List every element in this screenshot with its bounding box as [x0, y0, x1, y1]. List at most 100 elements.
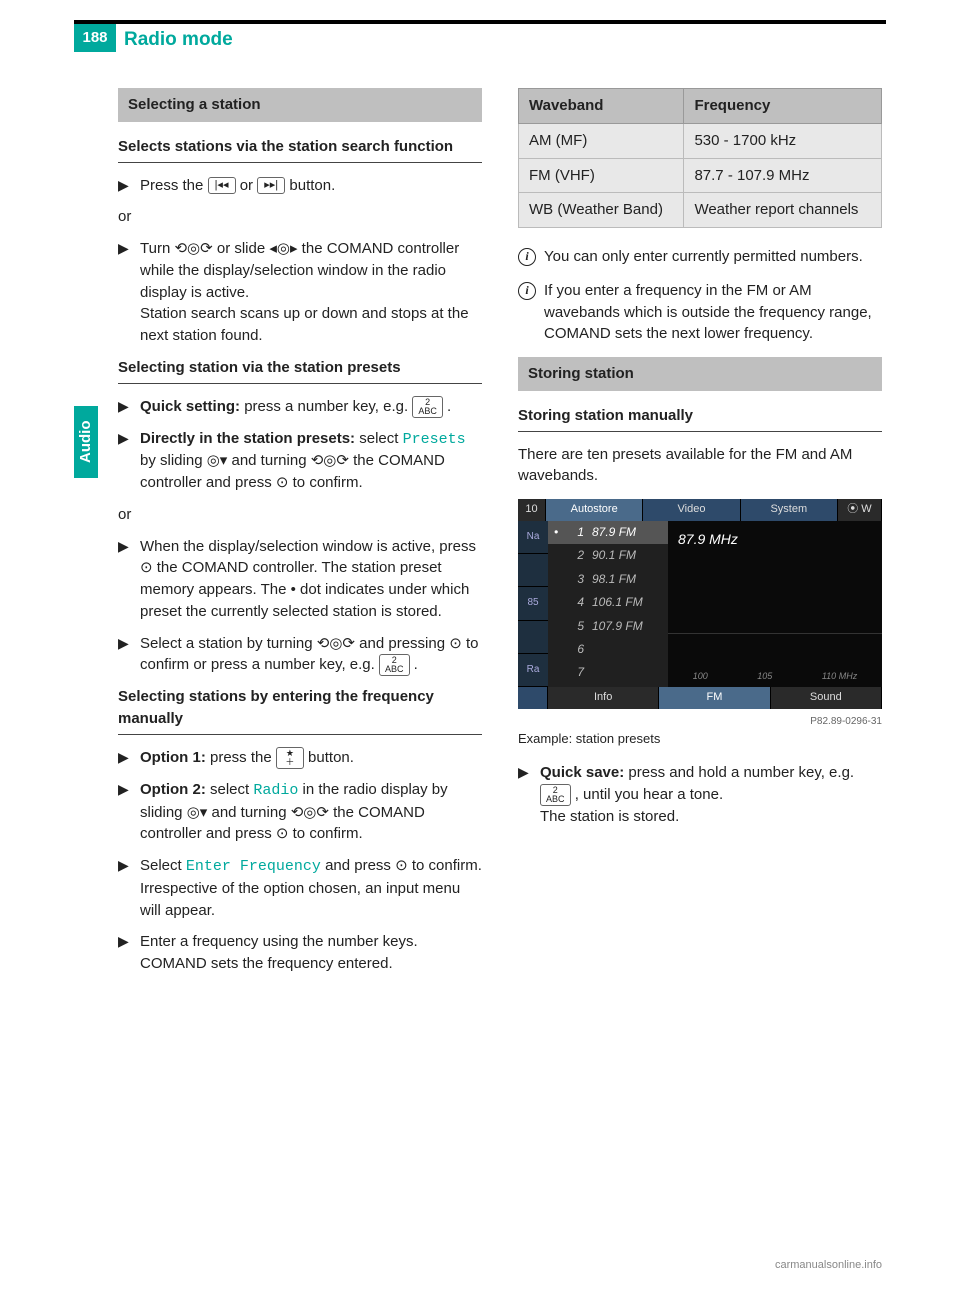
ss-preset-row: 290.1 FM — [548, 544, 668, 567]
text: select — [210, 781, 253, 798]
comand-screenshot: 10 Autostore Video System ⦿ W Na 85 Ra •… — [518, 499, 882, 709]
td: Weather report channels — [684, 193, 882, 228]
step-marker: ▶ — [118, 931, 132, 975]
ss-mark: 100 — [693, 670, 708, 683]
text: press a number key, e.g. — [244, 398, 412, 415]
info-icon: i — [518, 248, 536, 266]
star-button: ★ ＋ — [276, 747, 304, 769]
or-text: or — [118, 504, 482, 526]
step-marker: ▶ — [118, 428, 132, 494]
ss-preset-row: •187.9 FM — [548, 521, 668, 544]
next-track-button: ▸▸| — [257, 177, 285, 193]
text: Select — [140, 857, 186, 874]
text: button. — [308, 749, 354, 766]
subhead-storing-manual: Storing station manually — [518, 405, 882, 427]
info-note-2: i If you enter a frequency in the FM or … — [518, 280, 882, 345]
ss-top-right: ⦿ W — [838, 499, 882, 521]
prev-track-button: |◂◂ — [208, 177, 236, 193]
step-marker: ▶ — [118, 238, 132, 347]
rule — [518, 431, 882, 432]
intro-text: There are ten presets available for the … — [518, 444, 882, 488]
ss-tab-autostore: Autostore — [546, 499, 643, 521]
step-press-skip: ▶ Press the |◂◂ or ▸▸| button. — [118, 175, 482, 197]
ss-display: 87.9 MHz 100 105 110 MHz — [668, 521, 882, 687]
ss-preset-row: 5107.9 FM — [548, 615, 668, 638]
td: AM (MF) — [519, 123, 684, 158]
ss-left-rail: Na 85 Ra — [518, 521, 548, 687]
ss-mark: 105 — [757, 670, 772, 683]
td: WB (Weather Band) — [519, 193, 684, 228]
ss-tab-fm: FM — [659, 687, 770, 709]
label: Quick setting: — [140, 398, 240, 415]
step-window-active: ▶ When the display/selection window is a… — [118, 536, 482, 623]
label: Option 1: — [140, 749, 206, 766]
ss-preset-row: 4106.1 FM — [548, 591, 668, 614]
text: Select a station by turning ⟲◎⟳ and pres… — [140, 635, 478, 674]
label: Directly in the station presets: — [140, 430, 355, 447]
menu-presets: Presets — [403, 431, 466, 448]
text: When the display/selection window is act… — [140, 536, 482, 623]
text: Enter a frequency using the number keys.… — [140, 931, 482, 975]
ss-current-freq: 87.9 MHz — [678, 529, 738, 549]
td: FM (VHF) — [519, 158, 684, 193]
left-column: Selecting a station Selects stations via… — [118, 88, 482, 985]
section-selecting-station: Selecting a station — [118, 88, 482, 122]
step-marker: ▶ — [118, 747, 132, 769]
step-quick-setting: ▶ Quick setting: press a number key, e.g… — [118, 396, 482, 418]
step-direct-presets: ▶ Directly in the station presets: selec… — [118, 428, 482, 494]
th-frequency: Frequency — [684, 89, 882, 124]
ss-left-label: 85 — [518, 587, 548, 620]
ss-dial-marks: 100 105 110 MHz — [668, 670, 882, 683]
ss-left-label — [518, 554, 548, 587]
section-storing-station: Storing station — [518, 357, 882, 391]
ss-mark: 110 MHz — [822, 670, 857, 683]
step-enter-frequency: ▶ Select Enter Frequency and press ⊙ to … — [118, 855, 482, 921]
step-marker: ▶ — [118, 175, 132, 197]
ss-preset-row: 6 — [548, 638, 668, 661]
label: Quick save: — [540, 764, 624, 781]
text: press and hold a number key, e.g. — [628, 764, 854, 781]
page-title: Radio mode — [124, 26, 233, 54]
td: 530 - 1700 kHz — [684, 123, 882, 158]
subhead-station-search: Selects stations via the station search … — [118, 136, 482, 158]
subhead-freq-manual: Selecting stations by entering the frequ… — [118, 686, 482, 730]
step-option1: ▶ Option 1: press the ★ ＋ button. — [118, 747, 482, 769]
ss-top-num: 10 — [518, 499, 546, 521]
step-marker: ▶ — [118, 396, 132, 418]
screenshot-caption: Example: station presets — [518, 730, 882, 749]
step-marker: ▶ — [518, 762, 532, 828]
subhead-station-presets: Selecting station via the station preset… — [118, 357, 482, 379]
label: Option 2: — [140, 781, 206, 798]
rule — [118, 734, 482, 735]
step-enter-number: ▶ Enter a frequency using the number key… — [118, 931, 482, 975]
text: button. — [289, 177, 335, 194]
th-waveband: Waveband — [519, 89, 684, 124]
ss-left-label: Na — [518, 521, 548, 554]
info-note-1: i You can only enter currently permitted… — [518, 246, 882, 268]
ss-preset-row: 7 — [548, 661, 668, 684]
right-column: Waveband Frequency AM (MF) 530 - 1700 kH… — [518, 88, 882, 985]
text: select — [359, 430, 402, 447]
ss-preset-list: •187.9 FM290.1 FM398.1 FM4106.1 FM5107.9… — [548, 521, 668, 687]
text: Press the — [140, 177, 208, 194]
ss-tab-sound: Sound — [771, 687, 882, 709]
text: Turn ⟲◎⟳ or slide ◂◎▸ the COMAND control… — [140, 238, 482, 347]
header-rule — [74, 20, 886, 24]
ss-preset-row: 398.1 FM — [548, 568, 668, 591]
text: or — [240, 177, 258, 194]
ss-tab-system: System — [741, 499, 838, 521]
step-turn-controller: ▶ Turn ⟲◎⟳ or slide ◂◎▸ the COMAND contr… — [118, 238, 482, 347]
rule — [118, 162, 482, 163]
step-marker: ▶ — [118, 779, 132, 845]
step-marker: ▶ — [118, 633, 132, 677]
side-tab-audio: Audio — [74, 406, 98, 478]
watermark: carmanualsonline.info — [775, 1258, 882, 1274]
ss-left-label: Ra — [518, 654, 548, 687]
step-marker: ▶ — [118, 855, 132, 921]
info-icon: i — [518, 282, 536, 300]
step-select-station: ▶ Select a station by turning ⟲◎⟳ and pr… — [118, 633, 482, 677]
step-marker: ▶ — [118, 536, 132, 623]
numkey-2-button: 2 ABC — [412, 396, 443, 418]
text: press the — [210, 749, 276, 766]
ss-bottom-left — [518, 687, 548, 709]
